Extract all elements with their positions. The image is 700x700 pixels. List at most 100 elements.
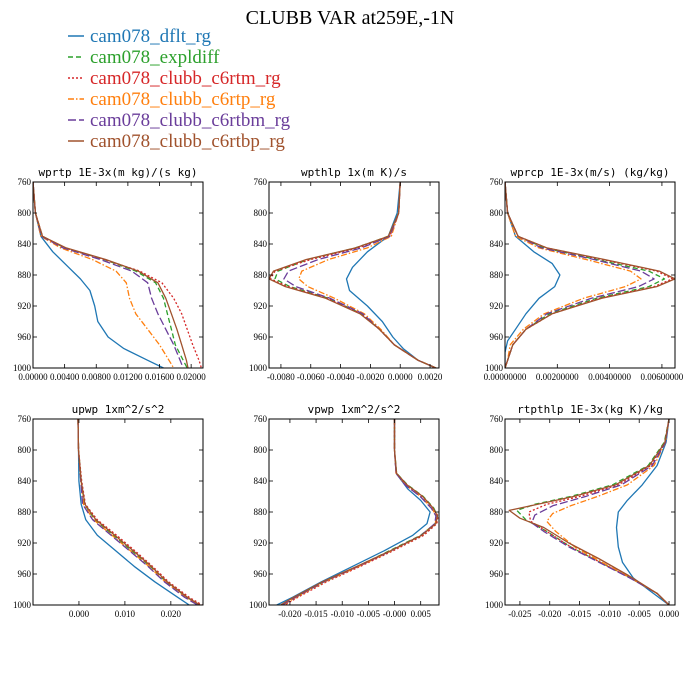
y-tick-label: 920: [254, 538, 268, 548]
x-tick-label: -0.010: [598, 609, 622, 619]
series-line-3: [298, 182, 437, 368]
y-tick-label: 880: [254, 507, 268, 517]
series-line-3: [77, 419, 199, 605]
panel-title: rtpthlp 1E-3x(kg K)/kg: [517, 403, 663, 416]
panel-4: vpwp 1xm^2/s^2 760 800 840 880 920 960 1000 -0.0…: [249, 403, 440, 619]
y-tick-label: 840: [490, 239, 504, 249]
x-tick-label: 0.00200000: [536, 372, 579, 382]
y-tick-label: 880: [18, 270, 32, 280]
x-tick-label: 0.005: [411, 609, 432, 619]
figure-title: CLUBB VAR at259E,-1N: [246, 7, 455, 29]
y-tick-label: 1000: [249, 600, 268, 610]
y-tick-label: 760: [254, 414, 268, 424]
x-tick-label: -0.020: [278, 609, 302, 619]
y-tick-label: 1000: [13, 363, 32, 373]
x-tick-label: 0.0000: [388, 372, 413, 382]
x-tick-label: 0.00400: [50, 372, 80, 382]
x-tick-label: 0.020: [161, 609, 182, 619]
y-tick-label: 760: [254, 177, 268, 187]
plot-frame: [32, 181, 204, 369]
series-line-4: [33, 182, 184, 368]
y-tick-label: 840: [254, 476, 268, 486]
x-tick-label: 0.01200: [113, 372, 143, 382]
panel-title: wpthlp 1x(m K)/s: [301, 166, 407, 179]
y-tick-label: 960: [490, 332, 504, 342]
x-tick-label: -0.010: [331, 609, 355, 619]
x-tick-label: -0.020: [538, 609, 562, 619]
panel-title: wprcp 1E-3x(m/s) (kg/kg): [511, 166, 670, 179]
series-group: [33, 182, 203, 368]
x-tick-label: -0.000: [383, 609, 407, 619]
x-tick-label: 0.01600: [145, 372, 175, 382]
x-tick-label: -0.015: [304, 609, 328, 619]
panel-0: wprtp 1E-3x(m kg)/(s kg) 760 800 840 880 920 9…: [13, 166, 206, 382]
x-tick-label: 0.00400000: [588, 372, 631, 382]
y-tick-label: 1000: [249, 363, 268, 373]
legend-entry: cam078_clubb_c6rtbm_rg: [90, 110, 291, 131]
series-line-0: [345, 182, 437, 368]
series-line-2: [269, 182, 437, 368]
x-tick-label: 0.00000000: [484, 372, 527, 382]
y-tick-label: 800: [18, 445, 32, 455]
series-line-5: [77, 419, 201, 605]
panel-5: rtpthlp 1E-3x(kg K)/kg 760 800 840 880 920 960…: [485, 403, 680, 619]
panels: wprtp 1E-3x(m kg)/(s kg) 760 800 840 880 920 9…: [13, 166, 684, 619]
panel-1: wpthlp 1x(m K)/s7608008408809209601000-0…: [249, 166, 443, 382]
series-line-3: [505, 182, 642, 368]
y-tick-label: 880: [490, 270, 504, 280]
y-tick-label: 960: [490, 569, 504, 579]
x-tick-label: -0.005: [357, 609, 381, 619]
x-tick-label: 0.00600000: [641, 372, 684, 382]
series-line-3: [546, 419, 670, 605]
x-tick-label: -0.0060: [297, 372, 325, 382]
series-line-2: [33, 182, 203, 368]
panel-3: upwp 1xm^2/s^2 760 800 840 880 920 960 1000 0.00…: [13, 403, 204, 619]
panel-title: upwp 1xm^2/s^2: [72, 403, 165, 416]
y-tick-label: 960: [254, 569, 268, 579]
x-tick-label: 0.00000: [18, 372, 48, 382]
series-line-1: [33, 182, 188, 368]
y-tick-label: 880: [18, 507, 32, 517]
series-line-2: [77, 419, 203, 605]
y-tick-label: 880: [490, 507, 504, 517]
y-tick-label: 1000: [485, 600, 504, 610]
y-tick-label: 840: [18, 476, 32, 486]
series-group: [269, 182, 437, 368]
y-tick-label: 920: [18, 301, 32, 311]
y-tick-label: 920: [254, 301, 268, 311]
series-line-5: [505, 182, 675, 368]
y-tick-label: 840: [490, 476, 504, 486]
legend-entry: cam078_expldiff: [90, 47, 220, 68]
y-tick-label: 760: [490, 414, 504, 424]
y-tick-label: 1000: [485, 363, 504, 373]
y-tick-label: 960: [18, 332, 32, 342]
y-tick-label: 920: [18, 538, 32, 548]
y-tick-label: 800: [254, 445, 268, 455]
y-tick-label: 800: [254, 208, 268, 218]
x-tick-label: 0.02000: [177, 372, 207, 382]
series-line-5: [269, 182, 437, 368]
panel-2: wprcp 1E-3x(m/s) (kg/kg) 760 800 840 880 920 9…: [484, 166, 684, 382]
series-line-2: [528, 419, 670, 605]
panel-title: vpwp 1xm^2/s^2: [308, 403, 401, 416]
x-tick-label: -0.015: [568, 609, 592, 619]
plot-frame: [504, 181, 676, 369]
legend-entry: cam078_clubb_c6rtm_rg: [90, 68, 281, 89]
y-tick-label: 920: [490, 538, 504, 548]
y-tick-label: 1000: [13, 600, 32, 610]
x-tick-label: 0.00800: [82, 372, 112, 382]
series-line-5: [33, 182, 189, 368]
series-group: [505, 182, 675, 368]
series-line-0: [505, 182, 561, 368]
y-tick-label: 960: [18, 569, 32, 579]
series-line-4: [281, 419, 437, 605]
panel-title: wprtp 1E-3x(m kg)/(s kg): [39, 166, 198, 179]
series-line-4: [505, 182, 655, 368]
series-line-4: [531, 419, 670, 605]
series-line-3: [282, 419, 438, 605]
x-tick-label: 0.000: [69, 609, 90, 619]
series-group: [276, 419, 439, 605]
x-tick-label: 0.010: [115, 609, 136, 619]
y-tick-label: 880: [254, 270, 268, 280]
x-tick-label: -0.025: [508, 609, 532, 619]
